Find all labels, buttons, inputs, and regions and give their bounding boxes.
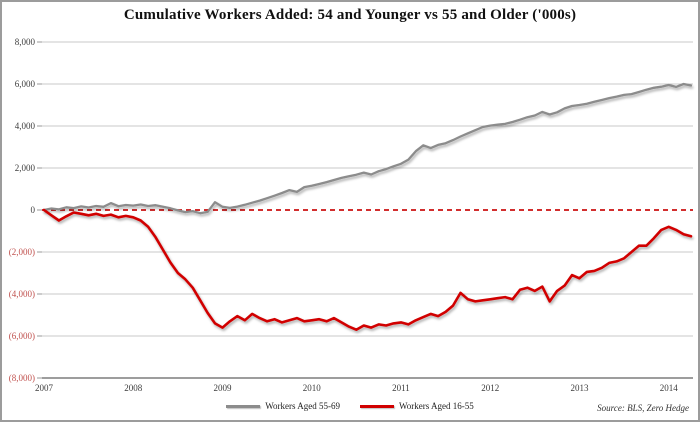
- x-tick-label: 2012: [481, 383, 500, 393]
- chart-title: Cumulative Workers Added: 54 and Younger…: [123, 7, 577, 23]
- x-tick-label: 2013: [570, 383, 589, 393]
- x-tick-label: 2009: [213, 383, 232, 393]
- gray-line-swatch: [226, 404, 261, 408]
- line-aged-55-69: [42, 82, 693, 215]
- legend-label-aged-16-55: Workers Aged 16-55: [399, 401, 474, 411]
- data-series: [42, 82, 693, 332]
- legend: Workers Aged 55-69 Workers Aged 16-55: [2, 401, 698, 411]
- y-tick-label: 4,000: [14, 120, 35, 131]
- y-tick-label: 8,000: [14, 36, 35, 47]
- legend-item-aged-16-55: Workers Aged 16-55: [360, 401, 474, 411]
- y-tick-label: (8,000): [8, 372, 35, 383]
- y-tick-label: 6,000: [14, 78, 35, 89]
- x-tick-label: 2007: [35, 383, 53, 393]
- gridlines: [37, 41, 693, 379]
- y-tick-label: 0: [30, 204, 36, 215]
- x-tick-label: 2014: [659, 383, 678, 393]
- line-aged-16-55: [42, 208, 693, 332]
- legend-label-aged-55-69: Workers Aged 55-69: [265, 401, 340, 411]
- y-tick-label: (2,000): [8, 246, 35, 257]
- y-tick-label: (6,000): [8, 330, 35, 341]
- y-tick-label: (4,000): [8, 288, 35, 299]
- y-tick-label: 2,000: [14, 162, 35, 173]
- x-tick-label: 2011: [392, 383, 410, 393]
- x-tick-label: 2010: [302, 383, 321, 393]
- x-tick-label: 2008: [124, 383, 143, 393]
- source-note: Source: BLS, Zero Hedge: [597, 403, 689, 413]
- legend-item-aged-55-69: Workers Aged 55-69: [226, 401, 340, 411]
- red-line-swatch: [360, 404, 394, 408]
